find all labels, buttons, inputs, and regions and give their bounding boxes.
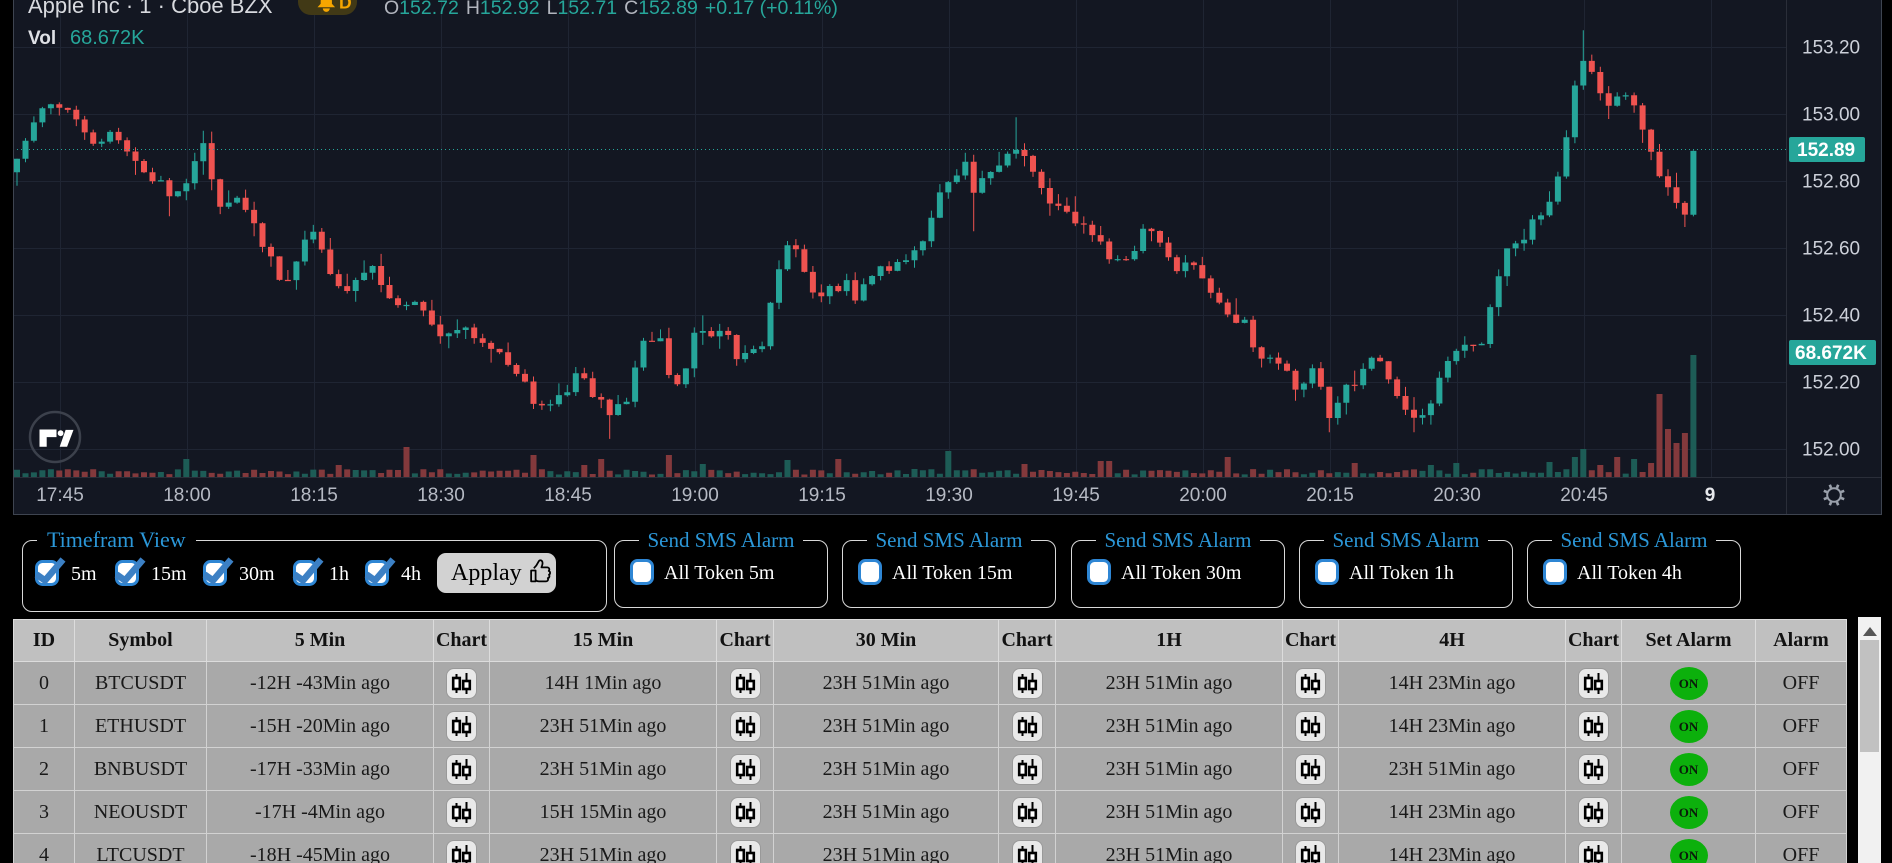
- svg-text:68.672K: 68.672K: [1795, 343, 1867, 364]
- svg-text:68.672K: 68.672K: [70, 27, 145, 49]
- svg-text:19:30: 19:30: [925, 485, 973, 506]
- svg-text:9: 9: [1705, 485, 1716, 506]
- svg-text:18:45: 18:45: [544, 485, 592, 506]
- svg-text:153.00: 153.00: [1802, 105, 1860, 126]
- svg-text:152.00: 152.00: [1802, 440, 1860, 461]
- svg-text:20:45: 20:45: [1560, 485, 1608, 506]
- svg-text:20:00: 20:00: [1179, 485, 1227, 506]
- svg-text:18:00: 18:00: [163, 485, 211, 506]
- svg-text:19:45: 19:45: [1052, 485, 1100, 506]
- svg-text:20:30: 20:30: [1433, 485, 1481, 506]
- svg-text:152.60: 152.60: [1802, 239, 1860, 260]
- svg-text:153.20: 153.20: [1802, 38, 1860, 59]
- svg-text:152.89: 152.89: [1797, 140, 1855, 161]
- svg-text:17:45: 17:45: [36, 485, 84, 506]
- svg-text:18:15: 18:15: [290, 485, 338, 506]
- svg-text:18:30: 18:30: [417, 485, 465, 506]
- svg-text:152.40: 152.40: [1802, 306, 1860, 327]
- svg-text:152.20: 152.20: [1802, 373, 1860, 394]
- svg-text:19:00: 19:00: [671, 485, 719, 506]
- svg-text:Apple Inc · 1 · Cboe BZX: Apple Inc · 1 · Cboe BZX: [28, 0, 273, 18]
- svg-text:Vol: Vol: [28, 28, 56, 49]
- svg-text:20:15: 20:15: [1306, 485, 1354, 506]
- svg-text:D: D: [339, 0, 352, 13]
- svg-text:19:15: 19:15: [798, 485, 846, 506]
- svg-text:152.80: 152.80: [1802, 172, 1860, 193]
